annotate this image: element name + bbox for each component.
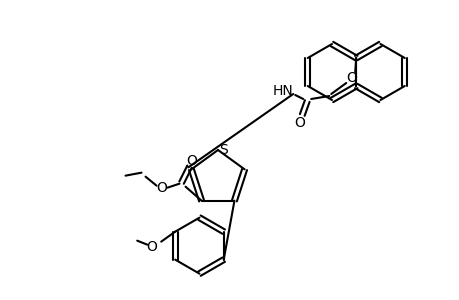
Text: O: O [345,71,356,85]
Text: O: O [156,181,167,195]
Text: O: O [186,154,196,168]
Text: HN: HN [272,84,293,98]
Text: O: O [146,240,157,254]
Text: O: O [293,116,304,130]
Text: S: S [219,143,228,157]
